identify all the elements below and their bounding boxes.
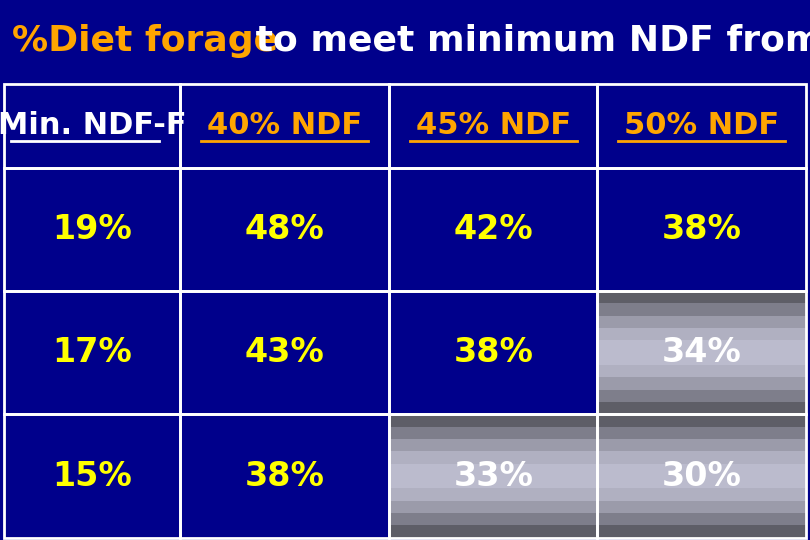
Bar — [598, 525, 806, 538]
Text: 17%: 17% — [53, 336, 132, 369]
Bar — [181, 84, 389, 167]
Bar — [389, 84, 598, 167]
Bar — [389, 84, 598, 167]
Bar — [4, 84, 181, 167]
Text: 42%: 42% — [454, 213, 533, 246]
Bar — [598, 476, 806, 488]
Bar — [598, 84, 806, 167]
Bar — [598, 365, 806, 377]
Text: 34%: 34% — [662, 336, 742, 369]
Bar — [598, 513, 806, 525]
Bar — [181, 167, 389, 291]
Bar — [181, 167, 389, 291]
Text: 38%: 38% — [454, 336, 533, 369]
Text: 48%: 48% — [245, 213, 325, 246]
Text: 30%: 30% — [662, 460, 742, 492]
Bar — [4, 167, 181, 291]
Bar — [4, 167, 181, 291]
Bar — [389, 414, 598, 427]
Bar — [598, 501, 806, 513]
Bar — [181, 414, 389, 538]
Bar — [4, 84, 181, 167]
Bar — [389, 167, 598, 291]
Bar — [389, 525, 598, 538]
Bar — [389, 167, 598, 291]
Bar — [598, 167, 806, 291]
Text: %Diet forage: %Diet forage — [12, 24, 279, 58]
Bar — [389, 291, 598, 414]
Bar — [598, 353, 806, 365]
Bar — [598, 328, 806, 340]
Text: 33%: 33% — [454, 460, 533, 492]
Bar — [389, 501, 598, 513]
Bar — [4, 291, 181, 414]
Bar — [598, 84, 806, 167]
Text: Min. NDF-F: Min. NDF-F — [0, 111, 186, 140]
Bar — [389, 414, 598, 538]
Bar — [598, 451, 806, 464]
Text: 50% NDF: 50% NDF — [625, 111, 779, 140]
Bar — [598, 427, 806, 439]
Bar — [4, 291, 181, 414]
Text: 38%: 38% — [245, 460, 325, 492]
Bar — [389, 476, 598, 488]
Bar — [598, 414, 806, 538]
Bar — [598, 316, 806, 328]
Text: 38%: 38% — [662, 213, 742, 246]
Bar — [4, 414, 181, 538]
Bar — [598, 488, 806, 501]
Bar — [181, 414, 389, 538]
Text: 43%: 43% — [245, 336, 325, 369]
Bar — [389, 488, 598, 501]
Bar — [181, 291, 389, 414]
Text: 45% NDF: 45% NDF — [416, 111, 571, 140]
Bar — [389, 464, 598, 476]
Bar — [389, 291, 598, 414]
Bar — [389, 439, 598, 451]
Bar — [181, 291, 389, 414]
Text: to meet minimum NDF from forage: to meet minimum NDF from forage — [243, 24, 810, 58]
Bar — [598, 414, 806, 427]
Bar — [4, 414, 181, 538]
Bar — [598, 390, 806, 402]
Bar — [389, 427, 598, 439]
Bar — [598, 340, 806, 353]
Text: 15%: 15% — [53, 460, 132, 492]
Bar — [598, 439, 806, 451]
Bar — [598, 291, 806, 414]
Bar — [598, 377, 806, 390]
Bar — [598, 167, 806, 291]
Bar — [598, 464, 806, 476]
Bar — [598, 402, 806, 414]
Bar — [598, 291, 806, 303]
Bar — [598, 303, 806, 316]
Bar — [389, 451, 598, 464]
Bar — [181, 84, 389, 167]
Text: 19%: 19% — [53, 213, 132, 246]
Bar — [389, 513, 598, 525]
Text: 40% NDF: 40% NDF — [207, 111, 362, 140]
